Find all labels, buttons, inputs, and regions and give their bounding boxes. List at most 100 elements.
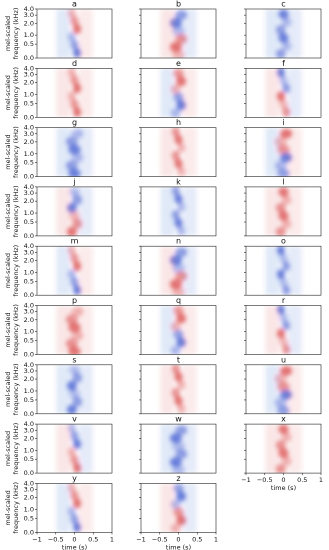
y-tick-label: 4.0 (24, 479, 34, 487)
panel-title: p (72, 296, 77, 305)
panel-title: z (176, 474, 180, 483)
heatmap-haze (182, 364, 197, 414)
y-axis-label: frequency (kHz) (12, 304, 20, 356)
y-tick-label: 1.0 (24, 150, 34, 158)
heatmap-blob (279, 312, 288, 323)
panel-frame (245, 68, 322, 118)
heatmap-haze (56, 483, 71, 533)
heatmap (56, 127, 93, 177)
y-tick-label: 2.0 (24, 316, 34, 324)
y-tick-label: 0.5 (24, 337, 34, 345)
x-tick-label: 1 (319, 476, 323, 484)
x-tick-label: 1 (214, 535, 218, 543)
heatmap-blob (70, 514, 79, 525)
heatmap (160, 68, 197, 118)
y-axis-label: mel-scaled (4, 490, 12, 525)
heatmap (265, 246, 302, 296)
heatmap-haze (78, 186, 93, 236)
y-axis-label: mel-scaled (4, 312, 12, 347)
panel: e (139, 59, 217, 118)
y-tick-label: 0.0 (24, 291, 34, 299)
heatmap-blob (174, 193, 183, 204)
y-axis-label: frequency (kHz) (12, 482, 20, 534)
panel-title: k (176, 177, 181, 186)
y-tick-label: 0.0 (24, 351, 34, 359)
panel: d 0.0 0.51.0 2.03.04.0 mel-scaled frequency (… (4, 59, 113, 121)
y-tick-label: 3.0 (24, 11, 34, 19)
y-tick-label: 0.0 (24, 410, 34, 418)
y-tick-label: 1.0 (24, 446, 34, 454)
y-tick-label: 3.0 (24, 486, 34, 494)
heatmap-haze (78, 305, 93, 355)
heatmap-blob (279, 75, 288, 86)
heatmap-haze (160, 68, 175, 118)
panel-frame (140, 127, 217, 177)
y-tick-label: 1.0 (24, 31, 34, 39)
panel-frame (245, 127, 322, 177)
x-tick-label: 0 (72, 535, 76, 543)
heatmap (160, 186, 197, 236)
y-axis-label: mel-scaled (4, 16, 12, 51)
x-tick-label: −1 (32, 535, 42, 543)
heatmap-haze (182, 127, 197, 177)
heatmap-blob (278, 424, 289, 435)
y-tick-label: 1.0 (24, 209, 34, 217)
y-tick-label: 3.0 (24, 70, 34, 78)
y-tick-label: 4.0 (24, 302, 34, 310)
heatmap-haze (287, 127, 302, 177)
heatmap-blob (70, 16, 79, 26)
heatmap-blob (278, 9, 289, 19)
heatmap-haze (56, 186, 71, 236)
panel: h (139, 118, 217, 177)
x-axis-label: time (s) (271, 484, 296, 492)
heatmap-haze (78, 483, 93, 533)
y-tick-label: 4.0 (24, 124, 34, 132)
heatmap-blob (173, 305, 184, 316)
panel-frame (140, 305, 217, 355)
heatmap-haze (78, 364, 93, 414)
panel: l (244, 177, 322, 237)
heatmap (265, 68, 302, 118)
y-tick-label: 2.0 (24, 197, 34, 205)
y-axis-label: mel-scaled (4, 194, 12, 229)
heatmap-blob (68, 346, 81, 355)
heatmap-haze (287, 186, 302, 236)
panel-title: j (72, 177, 75, 186)
y-tick-label: 0.5 (24, 277, 34, 285)
y-tick-label: 0.5 (24, 218, 34, 226)
y-tick-label: 0.5 (24, 99, 34, 107)
y-axis-label: frequency (kHz) (12, 423, 20, 475)
y-tick-label: 0.0 (24, 54, 34, 62)
panel-frame (36, 245, 113, 296)
panel-title: b (176, 0, 181, 9)
heatmap-haze (287, 68, 302, 118)
heatmap-blob (70, 99, 79, 110)
heatmap (265, 364, 302, 414)
heatmap-haze (287, 246, 302, 296)
y-tick-label: 0.5 (24, 455, 34, 463)
heatmap-haze (265, 364, 280, 414)
heatmap-haze (182, 424, 197, 474)
y-tick-label: 0.5 (24, 515, 34, 523)
heatmap-haze (56, 305, 71, 355)
y-tick-label: 2.0 (24, 138, 34, 146)
heatmap-haze (78, 424, 93, 474)
y-axis-label: frequency (kHz) (12, 185, 20, 237)
heatmap-haze (78, 9, 93, 58)
heatmap-blob (172, 263, 185, 274)
heatmap-blob (68, 322, 81, 333)
y-tick-label: 0.0 (24, 232, 34, 240)
heatmap-haze (265, 424, 280, 474)
heatmap (56, 364, 93, 414)
panel-title: m (71, 237, 79, 246)
heatmap-haze (160, 305, 175, 355)
heatmap-blob (279, 277, 288, 288)
heatmap-blob (174, 134, 183, 145)
heatmap-haze (78, 246, 93, 296)
panel-frame (140, 186, 217, 237)
panel-title: x (281, 415, 286, 424)
heatmap-blob (174, 395, 183, 406)
y-tick-label: 4.0 (24, 420, 34, 428)
